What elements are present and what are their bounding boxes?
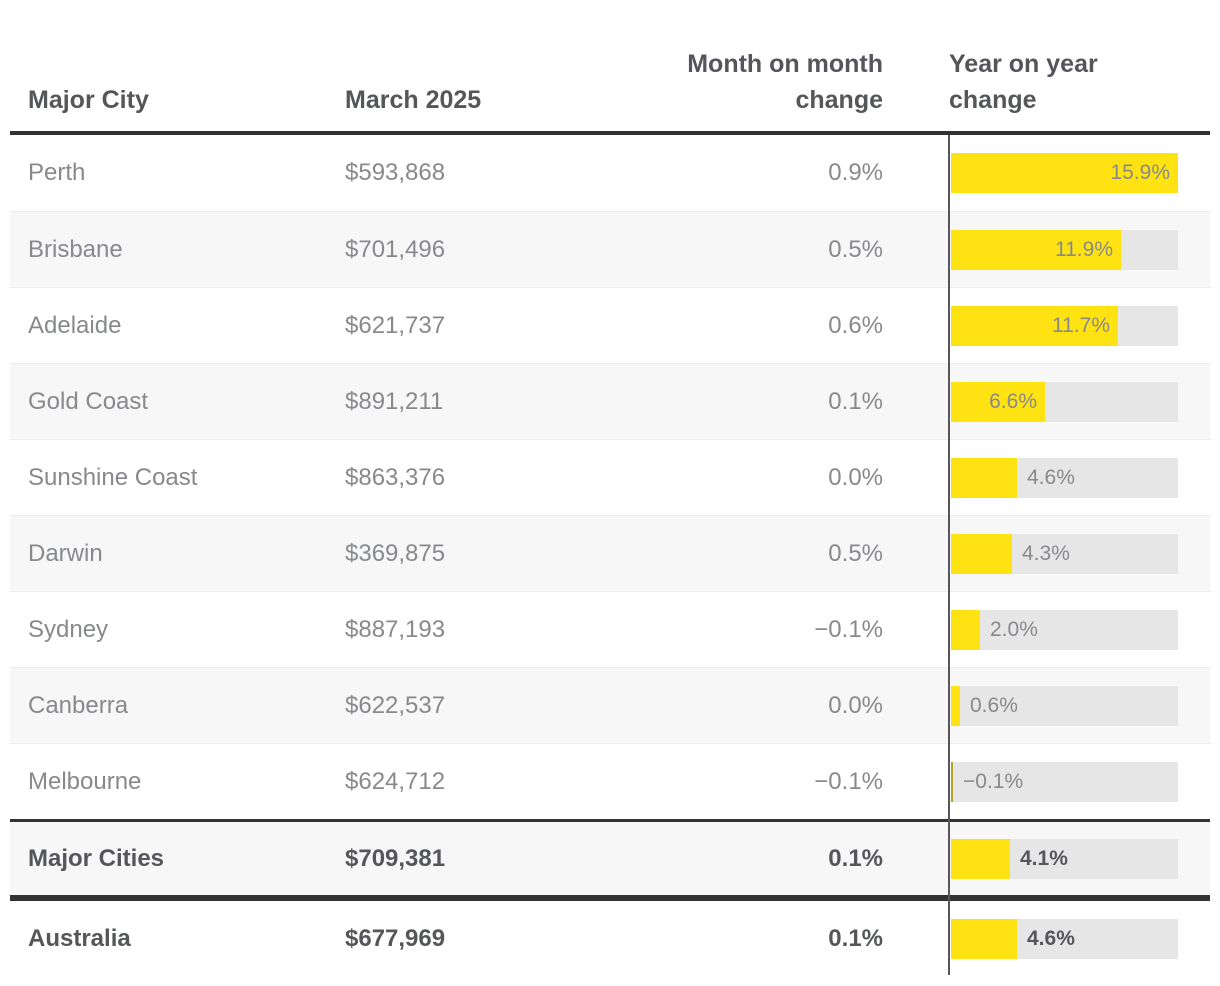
month-on-month-cell: 0.1% — [828, 925, 883, 952]
price-cell: $709,381 — [345, 844, 446, 872]
city-cell: Canberra — [28, 691, 129, 719]
yoy-bar — [951, 761, 953, 802]
price-cell: $369,875 — [345, 539, 446, 567]
price-cell: $891,211 — [345, 387, 444, 415]
month-on-month-cell: 0.1% — [828, 844, 883, 872]
price-cell: $624,712 — [345, 767, 446, 795]
table-row: Sydney $887,193 −0.1% 2.0% — [10, 591, 1210, 667]
table-row: Perth $593,868 0.9% 15.9% — [10, 135, 1210, 211]
table-row: Adelaide $621,737 0.6% 11.7% — [10, 287, 1210, 363]
column-header-march-2025: March 2025 — [345, 86, 482, 114]
yoy-bar — [951, 457, 1017, 498]
yoy-bar-track: 11.9% — [951, 229, 1178, 270]
price-cell: $701,496 — [345, 235, 446, 263]
yoy-bar-track: 0.6% — [951, 685, 1178, 726]
month-on-month-cell: 0.9% — [828, 159, 883, 186]
city-cell: Perth — [28, 159, 86, 186]
yoy-bar-label: 2.0% — [990, 617, 1038, 641]
month-on-month-cell: 0.1% — [828, 387, 883, 415]
table-row: Australia $677,969 0.1% 4.6% — [10, 901, 1210, 977]
yoy-bar-track: 4.1% — [951, 838, 1178, 879]
yoy-bar-label: 4.6% — [1027, 465, 1075, 489]
price-table: Major City March 2025 Month on month cha… — [10, 0, 1210, 977]
city-cell: Darwin — [28, 539, 103, 567]
month-on-month-cell: 0.5% — [828, 235, 883, 263]
table-row: Darwin $369,875 0.5% 4.3% — [10, 515, 1210, 591]
city-cell: Australia — [28, 925, 131, 952]
yoy-bar-track: 4.6% — [951, 457, 1178, 498]
table-body: Perth $593,868 0.9% 15.9% Brisbane $701,… — [10, 135, 1210, 977]
yoy-bar — [951, 838, 1010, 879]
table-row: Sunshine Coast $863,376 0.0% 4.6% — [10, 439, 1210, 515]
yoy-bar — [951, 381, 1045, 422]
month-on-month-cell: 0.5% — [828, 539, 883, 567]
city-cell: Sunshine Coast — [28, 463, 198, 491]
yoy-bar — [951, 305, 1118, 346]
yoy-bar-track: 6.6% — [951, 381, 1178, 422]
yoy-bar-track: 4.6% — [951, 919, 1178, 959]
city-cell: Adelaide — [28, 311, 122, 339]
yoy-bar-track: 11.7% — [951, 305, 1178, 346]
price-cell: $677,969 — [345, 925, 446, 952]
bar-chart-axis-line — [948, 135, 950, 975]
month-on-month-cell: 0.0% — [828, 463, 883, 491]
yoy-bar — [951, 685, 960, 726]
yoy-bar — [951, 153, 1178, 193]
table-row: Major Cities $709,381 0.1% 4.1% — [10, 819, 1210, 901]
price-cell: $863,376 — [345, 463, 446, 491]
price-cell: $621,737 — [345, 311, 446, 339]
yoy-bar-track: −0.1% — [951, 761, 1178, 802]
table-header-row: Major City March 2025 Month on month cha… — [10, 0, 1210, 135]
yoy-bar — [951, 229, 1121, 270]
price-cell: $622,537 — [345, 691, 446, 719]
price-cell: $887,193 — [345, 615, 446, 643]
column-header-month-on-month: Month on month change — [687, 50, 883, 114]
month-on-month-cell: −0.1% — [814, 615, 883, 643]
yoy-bar-track: 4.3% — [951, 533, 1178, 574]
yoy-bar-label: 15.9% — [1110, 161, 1170, 184]
yoy-bar-label: 11.7% — [1052, 313, 1110, 337]
yoy-bar — [951, 609, 980, 650]
city-cell: Sydney — [28, 615, 109, 643]
month-on-month-cell: 0.6% — [828, 311, 883, 339]
table-row: Melbourne $624,712 −0.1% −0.1% — [10, 743, 1210, 819]
column-header-major-city: Major City — [28, 86, 149, 114]
yoy-bar-label: −0.1% — [963, 769, 1024, 793]
price-cell: $593,868 — [345, 159, 446, 186]
yoy-bar — [951, 533, 1012, 574]
yoy-bar-label: 11.9% — [1055, 237, 1113, 261]
yoy-bar-label: 4.3% — [1022, 541, 1070, 565]
yoy-bar-track: 2.0% — [951, 609, 1178, 650]
yoy-bar-label: 4.1% — [1020, 846, 1068, 870]
yoy-bar — [951, 919, 1017, 959]
table-row: Canberra $622,537 0.0% 0.6% — [10, 667, 1210, 743]
yoy-bar-label: 6.6% — [989, 389, 1037, 413]
yoy-bar-label: 0.6% — [970, 693, 1018, 717]
column-header-year-on-year: Year on year change — [949, 50, 1098, 114]
table-row: Gold Coast $891,211 0.1% 6.6% — [10, 363, 1210, 439]
yoy-bar-label: 4.6% — [1027, 927, 1075, 950]
month-on-month-cell: 0.0% — [828, 691, 883, 719]
month-on-month-cell: −0.1% — [814, 767, 883, 795]
city-cell: Melbourne — [28, 767, 142, 795]
city-cell: Major Cities — [28, 844, 165, 872]
city-cell: Gold Coast — [28, 387, 149, 415]
yoy-bar-track: 15.9% — [951, 153, 1178, 193]
city-cell: Brisbane — [28, 235, 123, 263]
table-row: Brisbane $701,496 0.5% 11.9% — [10, 211, 1210, 287]
